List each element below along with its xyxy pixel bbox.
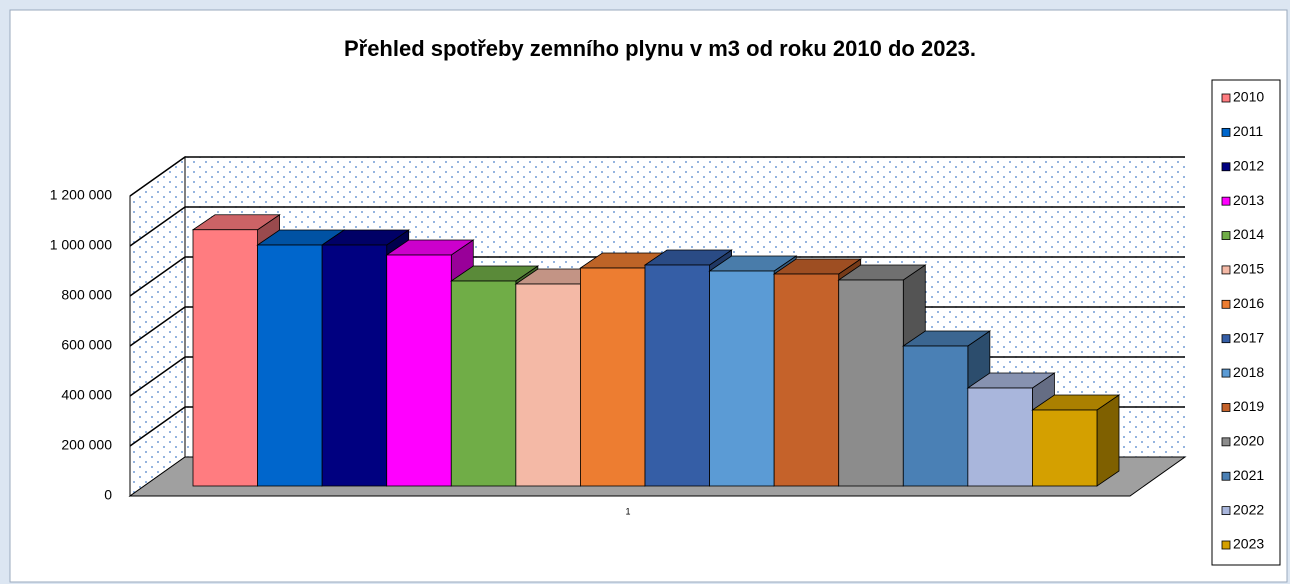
legend-swatch: [1221, 403, 1231, 412]
legend-swatch: [1221, 437, 1231, 447]
legend-swatch: [1221, 127, 1231, 137]
legend-label: 2015: [1233, 261, 1264, 277]
legend-label: 2012: [1233, 157, 1264, 173]
legend-label: 2019: [1233, 398, 1264, 414]
x-tick-label: 1: [625, 506, 630, 516]
legend-label: 2016: [1233, 295, 1264, 311]
legend-label: 2014: [1233, 226, 1264, 242]
y-tick-label: 200 000: [61, 437, 112, 453]
legend-label: 2010: [1233, 89, 1264, 105]
legend-swatch: [1221, 334, 1231, 344]
grid-line: [129, 206, 1185, 247]
y-tick-label: 1 200 000: [50, 187, 112, 203]
bar: [709, 270, 775, 487]
legend-label: 2021: [1233, 467, 1264, 483]
legend-label: 2011: [1233, 123, 1263, 139]
bar: [515, 283, 581, 487]
legend-label: 2013: [1233, 192, 1264, 208]
legend-label: 2023: [1233, 536, 1264, 552]
bar: [450, 280, 517, 487]
bar: [644, 264, 710, 487]
legend-swatch: [1221, 93, 1231, 103]
legend-swatch: [1221, 231, 1231, 240]
legend: [1211, 79, 1281, 566]
y-tick-label: 1 000 000: [50, 237, 112, 253]
bar: [321, 244, 388, 487]
legend-label: 2018: [1233, 364, 1264, 380]
legend-swatch: [1221, 368, 1231, 378]
legend-label: 2017: [1233, 329, 1264, 345]
bar: [386, 254, 452, 487]
bar-side: [1096, 394, 1120, 487]
bar: [967, 387, 1033, 487]
legend-swatch: [1221, 471, 1231, 481]
legend-swatch: [1221, 299, 1231, 309]
grid-line: [129, 156, 1185, 197]
bar: [192, 229, 258, 487]
y-tick-label: 600 000: [61, 337, 112, 353]
bar: [257, 244, 323, 487]
bar: [1032, 409, 1098, 487]
legend-label: 2020: [1233, 433, 1264, 449]
legend-swatch: [1221, 265, 1231, 275]
legend-swatch: [1221, 196, 1231, 206]
y-tick-label: 800 000: [61, 287, 112, 303]
y-tick-label: 400 000: [61, 387, 112, 403]
bar: [773, 273, 840, 487]
chart-title: Přehled spotřeby zemního plynu v m3 od r…: [344, 36, 976, 61]
legend-swatch: [1221, 506, 1231, 516]
bar: [902, 345, 969, 487]
grid-line: [129, 256, 1185, 297]
y-tick-label: 0: [104, 487, 112, 503]
legend-swatch: [1221, 162, 1231, 172]
legend-swatch: [1221, 540, 1231, 550]
bar: [580, 267, 646, 487]
legend-label: 2022: [1233, 501, 1264, 517]
bar: [838, 279, 904, 487]
